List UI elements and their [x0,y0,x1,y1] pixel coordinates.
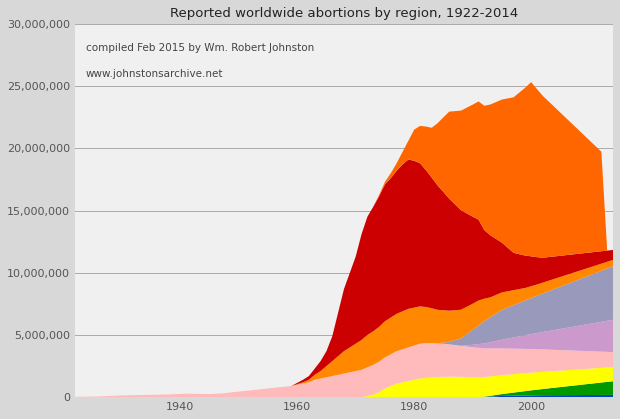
Text: compiled Feb 2015 by Wm. Robert Johnston: compiled Feb 2015 by Wm. Robert Johnston [86,43,314,52]
Title: Reported worldwide abortions by region, 1922-2014: Reported worldwide abortions by region, … [170,7,518,20]
Text: www.johnstonsarchive.net: www.johnstonsarchive.net [86,69,223,79]
